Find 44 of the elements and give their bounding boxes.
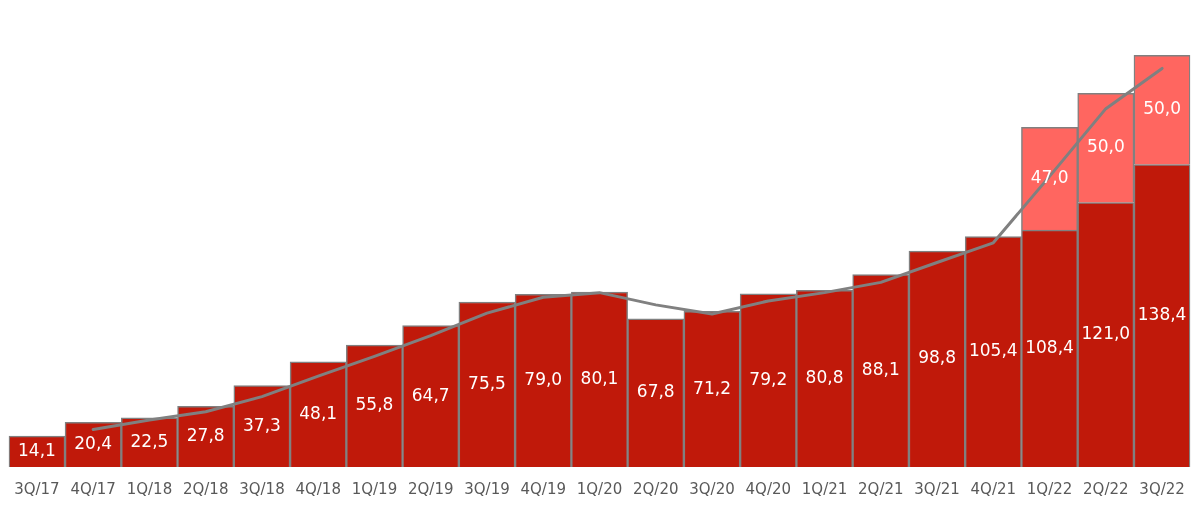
data-label: 64,7 bbox=[411, 384, 450, 405]
data-label: 14,1 bbox=[17, 440, 56, 461]
data-label: 71,2 bbox=[693, 377, 731, 398]
x-tick-label: 1Q/19 bbox=[351, 479, 398, 498]
data-label: 75,5 bbox=[468, 372, 506, 393]
x-tick-label: 1Q/22 bbox=[1026, 479, 1073, 498]
data-label: 55,8 bbox=[355, 394, 394, 415]
data-label: 105,4 bbox=[968, 340, 1018, 361]
data-label: 88,1 bbox=[861, 359, 900, 380]
data-label: 80,1 bbox=[580, 367, 619, 388]
x-tick-label: 1Q/20 bbox=[576, 479, 623, 498]
x-tick-label: 3Q/20 bbox=[689, 479, 735, 498]
data-label: 98,8 bbox=[918, 347, 956, 368]
data-label: 20,4 bbox=[74, 433, 113, 454]
x-tick-label: 4Q/19 bbox=[520, 479, 566, 498]
x-tick-label: 2Q/18 bbox=[182, 479, 229, 498]
data-label: 79,2 bbox=[749, 368, 788, 389]
x-tick-label: 4Q/17 bbox=[70, 479, 116, 498]
x-tick-label: 3Q/19 bbox=[464, 479, 510, 498]
x-tick-label: 4Q/21 bbox=[970, 479, 1017, 498]
data-label: 121,0 bbox=[1081, 323, 1131, 344]
data-label: 50,0 bbox=[1143, 98, 1182, 119]
data-label: 50,0 bbox=[1086, 136, 1125, 157]
data-label: 48,1 bbox=[299, 402, 338, 423]
x-tick-label: 3Q/22 bbox=[1139, 479, 1185, 498]
data-label: 22,5 bbox=[130, 430, 169, 451]
x-tick-label: 3Q/21 bbox=[914, 479, 960, 498]
x-tick-label: 4Q/18 bbox=[295, 479, 341, 498]
x-tick-label: 1Q/18 bbox=[126, 479, 173, 498]
data-label: 80,8 bbox=[805, 367, 844, 388]
x-tick-label: 3Q/17 bbox=[14, 479, 60, 498]
x-tick-label: 2Q/21 bbox=[858, 479, 904, 498]
x-tick-label: 4Q/20 bbox=[745, 479, 792, 498]
x-tick-label: 1Q/21 bbox=[801, 479, 848, 498]
data-label: 67,8 bbox=[636, 381, 675, 402]
data-label: 37,3 bbox=[243, 414, 281, 435]
x-tick-label: 2Q/22 bbox=[1083, 479, 1129, 498]
x-tick-label: 2Q/20 bbox=[633, 479, 679, 498]
data-label: 138,4 bbox=[1137, 304, 1187, 325]
data-label: 108,4 bbox=[1025, 336, 1074, 357]
x-tick-label: 3Q/18 bbox=[239, 479, 285, 498]
data-label: 79,0 bbox=[524, 369, 563, 390]
data-label: 27,8 bbox=[186, 425, 225, 446]
x-tick-label: 2Q/19 bbox=[407, 479, 454, 498]
